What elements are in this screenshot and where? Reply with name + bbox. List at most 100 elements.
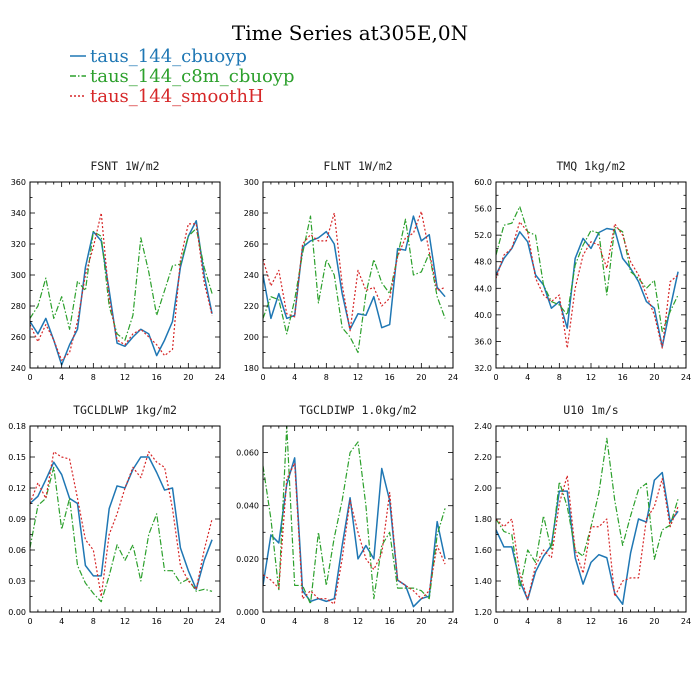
plot-frame [495, 181, 687, 369]
x-tick-label: 20 [649, 373, 659, 382]
series-group [496, 205, 679, 349]
series-group [30, 212, 213, 366]
x-tick-label: 20 [183, 373, 193, 382]
y-tick-label: 2.00 [474, 484, 492, 493]
series-line-1 [30, 220, 213, 366]
y-tick-label: 0.03 [8, 577, 26, 586]
x-tick-label: 12 [353, 617, 363, 626]
panel-title: TGCLDIWP 1.0kg/m2 [299, 403, 417, 417]
x-tick-label: 16 [152, 617, 162, 626]
y-tick-label: 360 [11, 178, 26, 187]
x-tick-label: 24 [215, 617, 225, 626]
series-line-1 [496, 227, 679, 348]
panel-5: TGCLDIWP 1.0kg/m2 0 4 8 12 16 20 24 0.000 0.020 0.… [236, 403, 458, 626]
y-tick-label: 260 [11, 333, 26, 342]
y-tick-label: 0.12 [8, 484, 26, 493]
panel-3: TMQ 1kg/m2 0 4 8 12 16 20 24 32.0 36.0 40.0 44.0 48.… [474, 159, 691, 382]
y-tick-label: 52.0 [474, 231, 492, 240]
legend-item-c8m-cbuoyp: taus_144_c8m_cbuoyp [70, 66, 294, 87]
y-tick-label: 1.60 [474, 546, 492, 555]
series-line-2 [263, 215, 446, 354]
x-tick-label: 8 [557, 617, 562, 626]
y-tick-label: 320 [11, 240, 26, 249]
x-tick-label: 8 [324, 617, 329, 626]
series-group [263, 426, 446, 608]
y-tick-label: 0.15 [8, 453, 26, 462]
y-tick-label: 0.040 [236, 502, 259, 511]
series-group [30, 451, 213, 603]
x-tick-label: 24 [448, 617, 458, 626]
y-tick-label: 0.00 [8, 608, 26, 617]
y-tick-label: 0.000 [236, 608, 259, 617]
x-tick-label: 8 [91, 373, 96, 382]
x-tick-label: 20 [416, 373, 426, 382]
y-tick-label: 40.0 [474, 311, 492, 320]
y-tick-label: 220 [244, 302, 259, 311]
x-tick-label: 0 [27, 373, 32, 382]
panel-title: U10 1m/s [563, 403, 618, 417]
x-tick-label: 12 [353, 373, 363, 382]
x-tick-label: 16 [618, 617, 628, 626]
x-tick-label: 24 [681, 373, 691, 382]
y-tick-label: 44.0 [474, 284, 492, 293]
x-tick-label: 4 [59, 373, 64, 382]
y-tick-label: 2.40 [474, 422, 492, 431]
y-tick-label: 1.20 [474, 608, 492, 617]
y-tick-label: 280 [11, 302, 26, 311]
x-tick-label: 12 [120, 373, 130, 382]
x-tick-label: 16 [618, 373, 628, 382]
panel-title: FSNT 1W/m2 [90, 159, 159, 173]
x-tick-label: 20 [183, 617, 193, 626]
y-tick-label: 0.06 [8, 546, 26, 555]
y-tick-label: 340 [11, 209, 26, 218]
legend-label: taus_144_smoothH [90, 86, 264, 107]
x-tick-label: 4 [59, 617, 64, 626]
series-line-2 [30, 466, 213, 603]
legend-item-cbuoyp: taus_144_cbuoyp [70, 46, 247, 67]
y-tick-label: 0.18 [8, 422, 26, 431]
series-group [496, 437, 679, 605]
x-tick-label: 0 [493, 373, 498, 382]
series-line-3 [496, 475, 679, 601]
series-line-3 [263, 462, 446, 605]
series-line-2 [496, 205, 679, 333]
y-tick-label: 260 [244, 240, 259, 249]
x-tick-label: 0 [260, 373, 265, 382]
x-tick-label: 24 [215, 373, 225, 382]
x-tick-label: 0 [27, 617, 32, 626]
x-tick-label: 24 [681, 617, 691, 626]
y-tick-label: 280 [244, 209, 259, 218]
y-tick-label: 60.0 [474, 178, 492, 187]
x-tick-label: 8 [91, 617, 96, 626]
y-tick-label: 36.0 [474, 337, 492, 346]
y-tick-label: 240 [244, 271, 259, 280]
x-tick-label: 4 [292, 617, 297, 626]
plot-frame [495, 425, 687, 613]
series-line-3 [30, 212, 213, 361]
series-line-2 [30, 227, 213, 341]
legend: taus_144_cbuoyp taus_144_c8m_cbuoyp taus… [70, 46, 294, 107]
x-tick-label: 4 [525, 617, 530, 626]
series-line-3 [263, 210, 446, 332]
x-tick-label: 20 [649, 617, 659, 626]
x-tick-label: 4 [292, 373, 297, 382]
y-tick-label: 300 [244, 178, 259, 187]
legend-label: taus_144_cbuoyp [90, 46, 247, 67]
series-line-1 [263, 457, 446, 608]
x-tick-label: 24 [448, 373, 458, 382]
x-tick-label: 12 [120, 617, 130, 626]
panel-title: FLNT 1W/m2 [323, 159, 392, 173]
x-tick-label: 8 [557, 373, 562, 382]
x-tick-label: 0 [260, 617, 265, 626]
y-tick-label: 1.40 [474, 577, 492, 586]
series-line-3 [30, 451, 213, 598]
x-tick-label: 20 [416, 617, 426, 626]
x-tick-label: 0 [493, 617, 498, 626]
series-line-1 [30, 456, 213, 591]
y-tick-label: 0.09 [8, 515, 26, 524]
y-tick-label: 48.0 [474, 258, 492, 267]
series-line-1 [263, 215, 446, 330]
y-tick-label: 300 [11, 271, 26, 280]
series-line-2 [496, 437, 679, 590]
